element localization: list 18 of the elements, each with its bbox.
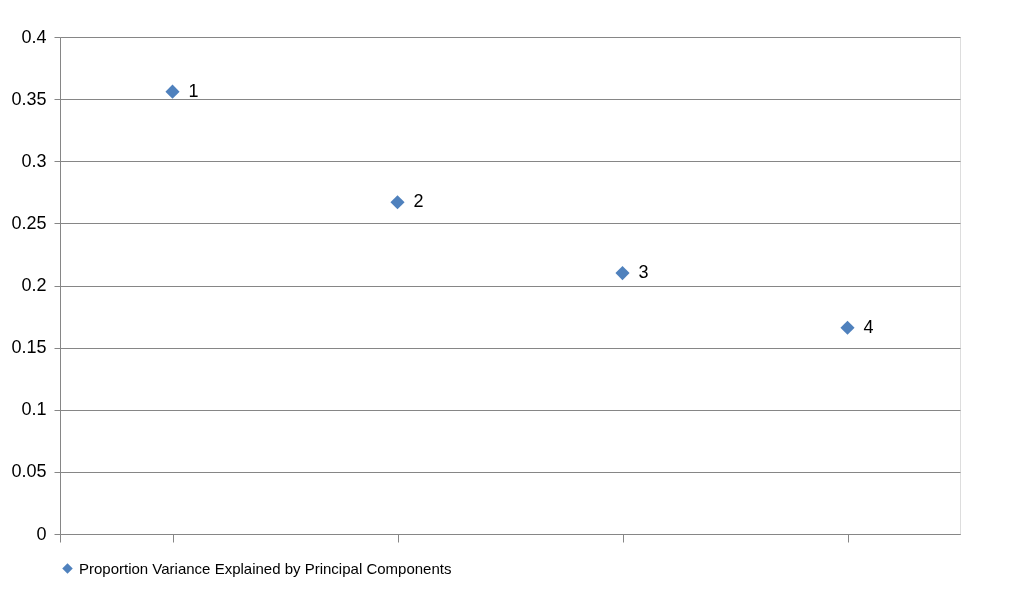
annotation: 1 xyxy=(188,80,199,101)
y-tick-label: 0.1 xyxy=(21,399,47,420)
point xyxy=(615,266,630,281)
y-tick-label: 0.05 xyxy=(11,461,47,482)
y-tick-label: 0.4 xyxy=(21,26,47,47)
y-tick-label: 0.35 xyxy=(11,88,47,109)
annotation: 3 xyxy=(638,262,649,283)
annotation: 4 xyxy=(863,316,874,337)
y-tick-label: 0.2 xyxy=(21,275,47,295)
point xyxy=(390,195,405,210)
point xyxy=(165,84,180,99)
y-tick-label: 0 xyxy=(36,523,47,544)
y-tick-label: 0.15 xyxy=(11,337,47,358)
y-tick-label: 0.25 xyxy=(11,212,47,233)
point xyxy=(840,320,855,335)
y-tick-label: 0.3 xyxy=(21,150,47,171)
annotation: 2 xyxy=(413,191,424,212)
legend-label: Proportion Variance Explained by Principal Components xyxy=(79,559,452,577)
